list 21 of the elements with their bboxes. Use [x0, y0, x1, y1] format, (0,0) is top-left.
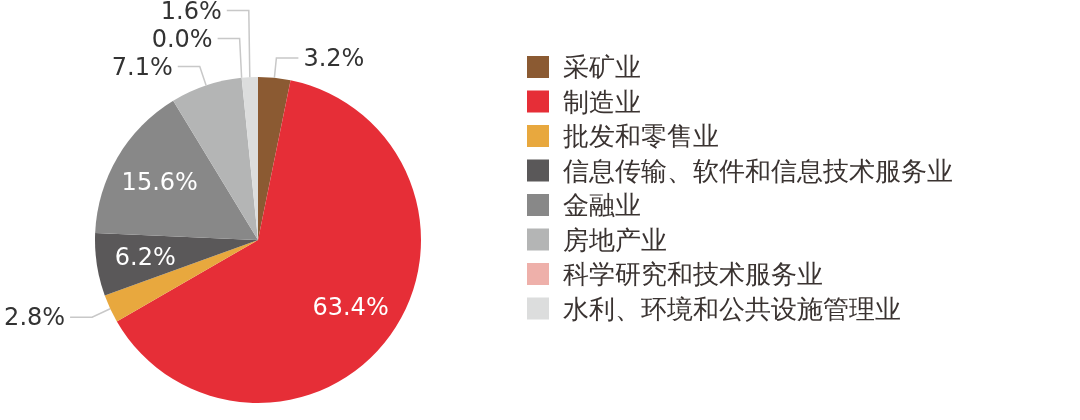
legend-label: 房地产业: [563, 224, 667, 255]
pie-slice: [95, 233, 258, 296]
data-label: 6.2%: [114, 243, 176, 272]
data-label: 63.4%: [312, 292, 389, 321]
legend-label: 批发和零售业: [563, 121, 719, 151]
data-label: 3.2%: [303, 43, 365, 72]
legend-label: 制造业: [563, 86, 641, 117]
legend-label: 信息传输、软件和信息技术服务业: [563, 155, 953, 186]
data-label: 2.8%: [4, 303, 66, 332]
data-label: 1.6%: [160, 0, 222, 25]
pie-slice: [104, 240, 258, 322]
legend-label: 金融业: [563, 190, 641, 220]
legend-label: 水利、环境和公共设施管理业: [563, 293, 901, 324]
legend-label: 科学研究和技术服务业: [563, 259, 823, 289]
data-label: 15.6%: [121, 168, 198, 197]
pie-slice: [258, 77, 291, 240]
legend-label: 采矿业: [563, 52, 641, 82]
pie-slice: [116, 80, 421, 403]
text: 0.0%: [151, 24, 213, 53]
data-label: 7.1%: [111, 52, 173, 81]
pie-slice: [95, 100, 258, 240]
